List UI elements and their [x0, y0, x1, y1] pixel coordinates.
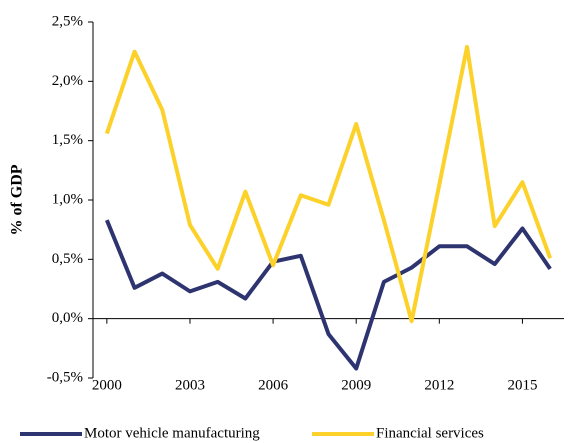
y-axis-title: % of GDP	[9, 164, 26, 235]
y-tick-label: 0,0%	[52, 310, 83, 326]
x-tick-label: 2012	[424, 377, 454, 393]
legend-label: Motor vehicle manufacturing	[84, 425, 260, 441]
line-series	[105, 219, 552, 371]
y-tick-label: 1,5%	[52, 132, 83, 148]
y-tick-label: 2,0%	[52, 73, 83, 89]
x-tick-label: 2015	[507, 377, 537, 393]
line-series	[104, 44, 553, 324]
x-tick-label: 2003	[175, 377, 205, 393]
y-tick-label: 0,5%	[52, 251, 83, 267]
legend-label: Financial services	[376, 425, 484, 441]
y-tick-label: -0,5%	[47, 369, 83, 385]
x-tick-label: 2000	[92, 377, 122, 393]
y-tick-label: 2,5%	[52, 13, 83, 29]
x-tick-label: 2009	[341, 377, 371, 393]
x-tick-label: 2006	[258, 377, 289, 393]
y-tick-label: 1,0%	[52, 191, 83, 207]
